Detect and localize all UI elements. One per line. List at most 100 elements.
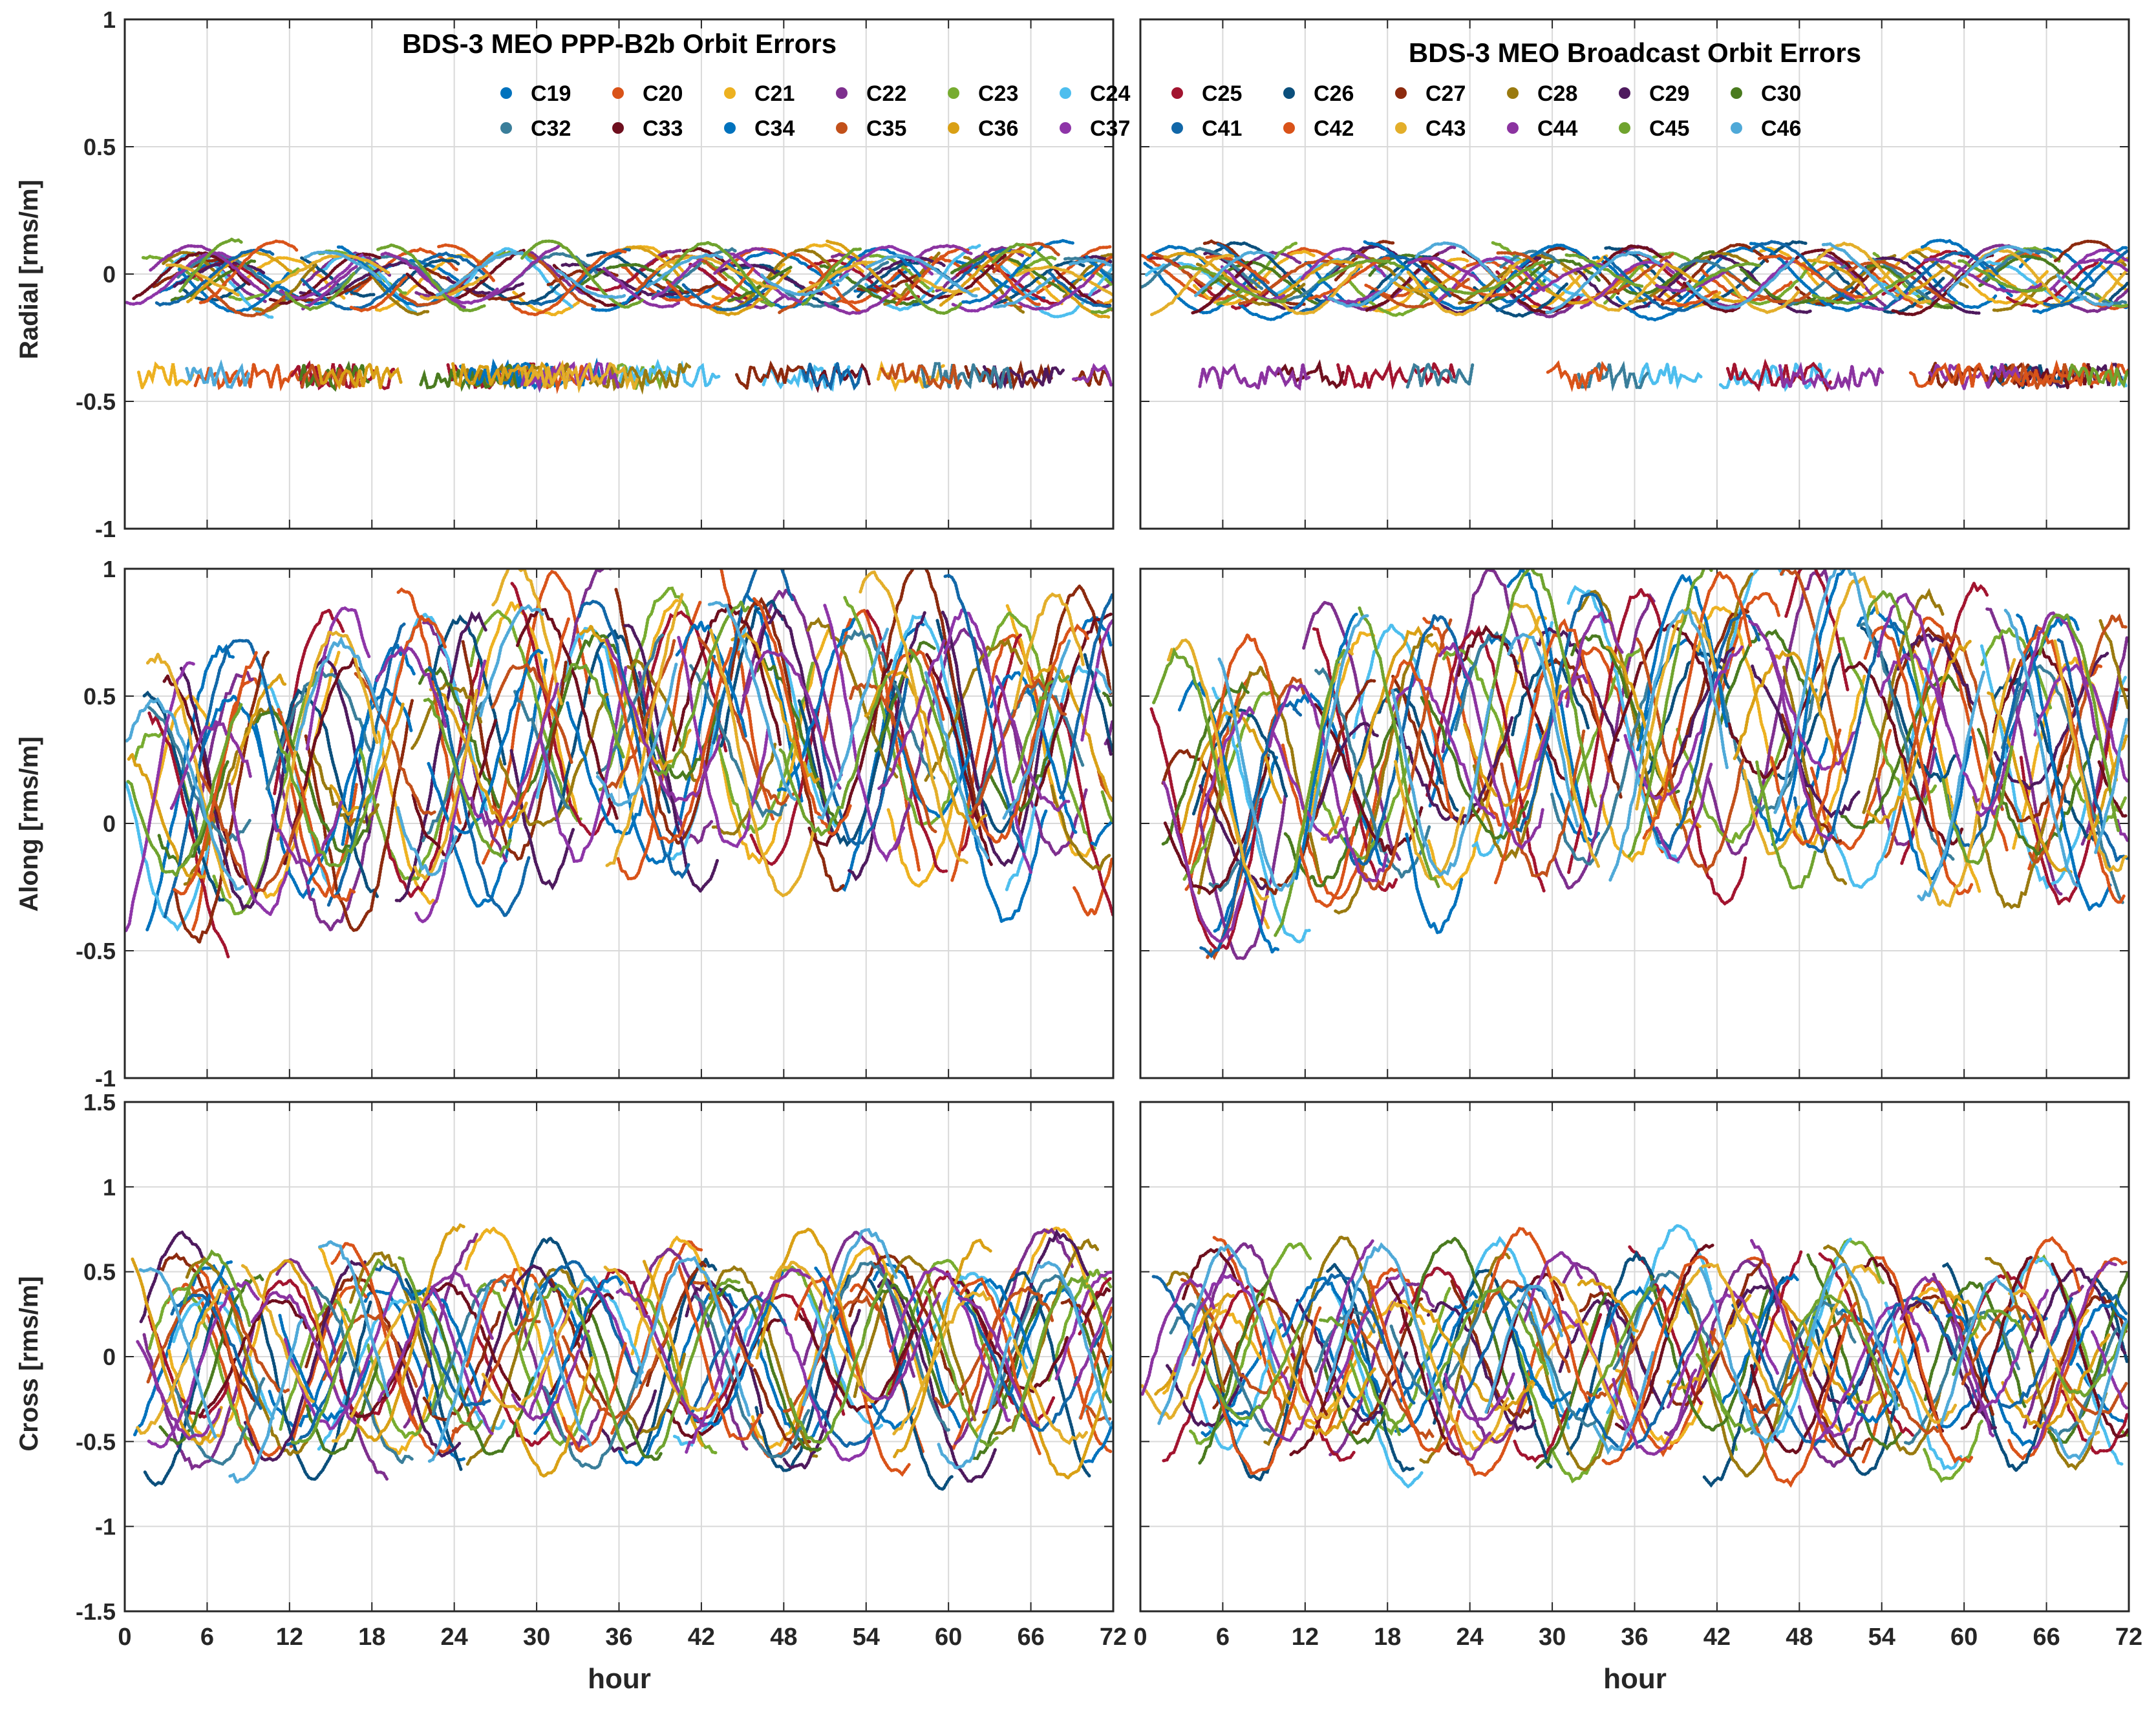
series-c23-pass [1348, 1287, 1451, 1436]
panels-group: -1 -0.5 0 0.5 1 -1 -0.5 0 0.5 1 0 6 12 18 24 30 36 42 48 54… [76, 6, 2142, 1651]
series-c36-pass [579, 622, 692, 773]
series-c30-pass [299, 359, 371, 392]
series-c25-pass [2019, 690, 2119, 907]
series-c42-pass [1483, 1227, 1590, 1404]
series-c44-pass [1426, 1372, 1491, 1461]
series-c34-pass [1083, 1420, 1113, 1464]
series-c29-pass [1670, 646, 1736, 768]
series-c29-pass [782, 1308, 862, 1471]
series-c43-pass [1817, 575, 1880, 702]
series-c35-pass [528, 253, 597, 308]
series-c42-pass [979, 623, 1089, 844]
series-c30-pass [158, 1273, 265, 1446]
series-c22-pass [1197, 793, 1287, 961]
series-c34-pass [1812, 1316, 1923, 1425]
series-c25-pass [1689, 800, 1747, 906]
series-c44-pass [136, 1340, 222, 1441]
series-c29-pass [599, 1388, 657, 1454]
series-c43-pass [1150, 253, 1236, 317]
series-c44-pass [911, 244, 973, 263]
series-c46-pass [1002, 639, 1071, 820]
series-c20-pass [1715, 591, 1781, 715]
series-c42-pass [609, 646, 733, 845]
legend-label: C26 [1314, 81, 1354, 106]
y-tick-label: 1 [103, 6, 116, 33]
series-c41-pass [1749, 240, 1855, 303]
series-c37-pass [1436, 256, 1546, 302]
series-c42-pass [1419, 257, 1522, 299]
series-c26-pass [797, 679, 897, 847]
series-c36-pass [1605, 645, 1702, 829]
series-c42-pass [883, 647, 946, 723]
series-c41-pass [685, 1295, 788, 1425]
series-c46-pass [1686, 257, 1796, 310]
series-c27-pass [871, 569, 981, 822]
series-c44-pass [486, 244, 562, 299]
series-c28-pass [368, 271, 430, 317]
series-c37-pass [228, 782, 290, 917]
series-c36-pass [1733, 650, 1839, 767]
series-c32-pass [173, 1377, 266, 1466]
series-c46-pass [185, 359, 250, 389]
series-c45-pass [1795, 1294, 1901, 1407]
series-c45-pass [1152, 646, 1224, 797]
series-c41-pass [1998, 1297, 2073, 1410]
series-c43-pass [1899, 657, 2017, 909]
legend-item-c30: C30 [1731, 81, 1801, 106]
series-c36-pass [356, 1223, 465, 1443]
legend-label: C45 [1649, 116, 1689, 141]
series-c32-pass [311, 1286, 414, 1465]
legend-item-c27: C27 [1395, 81, 1466, 106]
x-tick-label: 12 [1292, 1624, 1319, 1651]
series-c24-pass [1726, 569, 1784, 670]
legend-marker [724, 87, 736, 99]
series-c29-pass [2028, 1267, 2128, 1356]
series-c46-pass [1821, 242, 1901, 301]
series-c46-pass [1947, 245, 2033, 294]
series-c29-pass [396, 1341, 462, 1459]
series-c19-pass [945, 696, 1048, 924]
series-c45-pass [1012, 671, 1070, 784]
series-c46-pass [760, 272, 849, 297]
legend-label: C27 [1425, 81, 1466, 106]
series-c46-pass [1391, 688, 1494, 878]
series-c37-pass [1080, 619, 1113, 742]
series-c34-pass [1945, 1313, 2035, 1447]
series-c37-pass [1054, 1270, 1113, 1381]
series-c42-pass [562, 1342, 627, 1454]
series-c45-pass [662, 240, 776, 306]
series-c44-pass [1198, 362, 1312, 393]
series-c33-pass [2051, 1262, 2129, 1439]
series-c42-pass [1874, 1256, 1974, 1465]
series-c45-pass [1686, 262, 1762, 291]
series-c36-pass [127, 750, 206, 879]
series-group [1140, 238, 2129, 395]
series-c36-pass [1667, 262, 1753, 304]
series-c30-pass [988, 728, 1057, 814]
series-c45-pass [291, 1256, 384, 1445]
series-c44-pass [1612, 1368, 1698, 1456]
series-c44-pass [957, 1296, 1040, 1428]
series-c43-pass [797, 260, 880, 294]
series-c43-pass [1508, 602, 1601, 870]
series-c42-pass [1601, 1255, 1711, 1466]
series-c30-pass [1806, 1253, 1903, 1451]
series-c29-pass [1701, 1284, 1777, 1389]
y-tick-label: -0.5 [76, 938, 116, 964]
series-c19-pass [1213, 756, 1279, 933]
series-c27-pass [2000, 724, 2075, 823]
series-c22-pass [1552, 593, 1656, 891]
series-c34-pass [1616, 275, 1712, 322]
series-c30-pass [1535, 1291, 1608, 1469]
series-c42-pass [437, 243, 495, 282]
series-c46-pass [1194, 250, 1277, 297]
series-c37-pass [1977, 1288, 2049, 1414]
series-c25-pass [510, 582, 614, 837]
ylabel-along: Along [rms/m] [15, 736, 43, 911]
series-c44-pass [1407, 256, 1479, 282]
series-c25-pass [1513, 1313, 1603, 1463]
x-tick-label: 66 [1017, 1624, 1044, 1651]
series-c41-pass [2100, 1290, 2128, 1315]
series-c28-pass [185, 1255, 309, 1458]
